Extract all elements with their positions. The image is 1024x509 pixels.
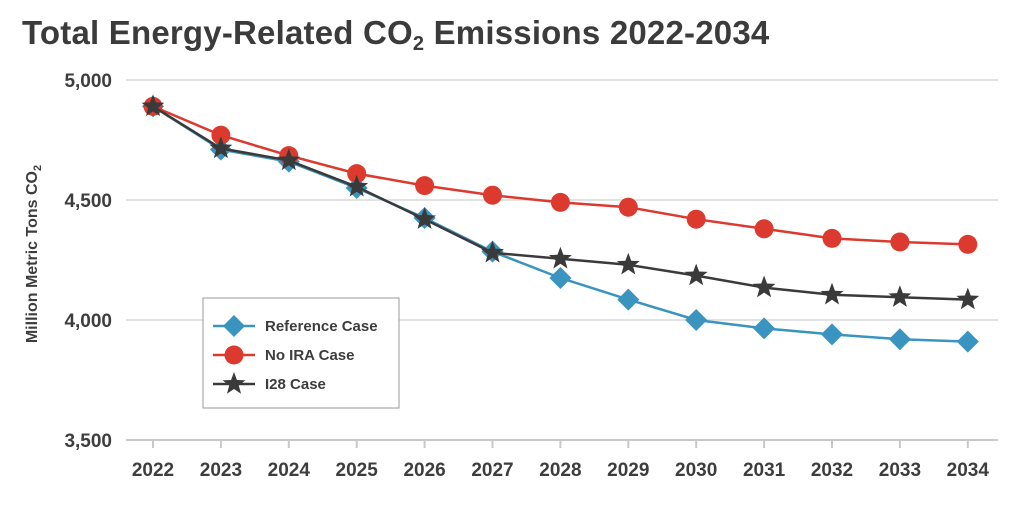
- data-point: [483, 185, 502, 205]
- x-tick-label: 2022: [132, 460, 174, 481]
- data-point: [345, 174, 369, 197]
- data-point: [617, 288, 640, 311]
- data-point: [822, 228, 842, 248]
- x-tick-label: 2023: [200, 460, 242, 481]
- axes: [126, 439, 998, 448]
- x-tick-label: 2030: [675, 460, 717, 481]
- data-point: [956, 287, 980, 310]
- data-point: [686, 209, 706, 229]
- series-i28-case: [141, 94, 980, 310]
- data-point: [141, 94, 165, 117]
- x-tick-label: 2026: [403, 460, 445, 481]
- data-point: [550, 192, 570, 212]
- data-point: [754, 219, 774, 239]
- data-point: [820, 282, 844, 305]
- y-tick-label: 4,000: [64, 311, 112, 332]
- data-point: [685, 309, 708, 331]
- data-point: [684, 263, 708, 286]
- data-point: [277, 148, 301, 171]
- data-point: [956, 330, 979, 353]
- legend-label: I28 Case: [265, 376, 326, 393]
- x-tick-label: 2029: [607, 460, 649, 481]
- series-line: [152, 105, 968, 246]
- data-point: [481, 240, 504, 263]
- x-tick-label: 2031: [743, 460, 786, 481]
- data-point: [211, 125, 231, 145]
- data-point: [958, 234, 978, 254]
- data-point: [347, 164, 367, 184]
- data-point: [415, 176, 435, 196]
- legend: Reference Case No IRA Case I28 Case: [202, 297, 400, 409]
- legend-marker: [223, 315, 245, 337]
- x-tick-label: 2032: [811, 460, 853, 481]
- data-point: [413, 207, 437, 229]
- x-tick-label: 2034: [947, 460, 990, 481]
- data-point: [888, 285, 912, 307]
- series-no-ira-case: [143, 96, 978, 254]
- data-point: [209, 136, 233, 159]
- series-group: [141, 94, 980, 353]
- x-tick-label: 2024: [268, 460, 311, 481]
- data-point: [753, 317, 776, 340]
- data-point: [890, 232, 910, 252]
- x-tick-label: 2027: [471, 460, 513, 481]
- y-tick-label: 4,500: [64, 191, 112, 212]
- y-axis-label: Million Metric Tons CO2: [24, 165, 44, 343]
- data-point: [618, 197, 638, 217]
- data-point: [888, 328, 911, 351]
- data-point: [616, 252, 640, 275]
- y-axis-ticks: 5,000 4,500 4,000 3,500: [64, 71, 112, 452]
- data-point: [752, 275, 776, 298]
- x-tick-label: 2028: [539, 460, 581, 481]
- legend-label: Reference Case: [265, 318, 378, 335]
- data-point: [548, 246, 572, 269]
- legend-marker: [224, 345, 244, 365]
- y-tick-label: 3,500: [64, 431, 112, 452]
- x-tick-label: 2025: [336, 460, 379, 481]
- x-axis-ticks: 2022 2023 2024 2025 2026 2027 2028 2029 2030 2031…: [132, 460, 990, 481]
- data-point: [821, 323, 843, 346]
- legend-label: No IRA Case: [265, 347, 354, 364]
- x-tick-label: 2033: [879, 460, 921, 481]
- chart-title: Total Energy-Related CO2 Emissions 2022-…: [22, 14, 770, 55]
- legend-marker: [222, 372, 246, 394]
- y-tick-label: 5,000: [64, 71, 112, 92]
- data-point: [549, 267, 572, 289]
